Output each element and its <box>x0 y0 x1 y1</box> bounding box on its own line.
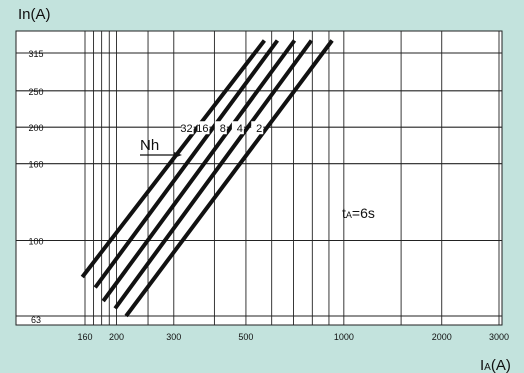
curve-line <box>93 39 280 289</box>
ta-label: tA=6s <box>342 205 375 221</box>
grid <box>16 31 502 325</box>
x-tick-label: 2000 <box>432 332 452 342</box>
y-axis-label: In(A) <box>18 6 51 23</box>
curve-line <box>113 39 314 310</box>
curve-line <box>80 39 266 279</box>
y-tick-label: 160 <box>28 160 43 170</box>
x-tick-label: 500 <box>238 332 253 342</box>
ta-label-sub: A <box>346 210 352 220</box>
plot-area <box>15 30 503 326</box>
x-tick-label: 200 <box>109 332 124 342</box>
curve-label: 2 <box>256 123 262 135</box>
x-tick-label: 160 <box>77 332 92 342</box>
x-tick-label: 1000 <box>334 332 354 342</box>
nh-arrow <box>140 152 182 158</box>
y-tick-label: 250 <box>28 87 43 97</box>
curve-label-bg <box>251 121 264 135</box>
x-axis-label-sub: A <box>484 362 491 373</box>
curve-line <box>124 39 334 318</box>
y-tick-label: 100 <box>28 236 43 246</box>
curve-label-bg <box>181 121 194 135</box>
y-tick-label: 200 <box>28 123 43 133</box>
x-axis-label-main: I <box>480 357 484 373</box>
y-tick-labels: 63 100 160 200 250 315 <box>28 49 43 325</box>
curve-label-bg <box>231 121 244 135</box>
nh-label: Nh <box>140 137 159 154</box>
curve-label-bg <box>214 121 227 135</box>
ta-label-main: t <box>342 205 346 221</box>
curve-line <box>101 39 297 303</box>
x-axis-label: IA(A) <box>480 357 511 373</box>
x-axis-label-unit: (A) <box>491 357 511 373</box>
curve-label: 16 <box>196 123 208 135</box>
y-tick-label: 63 <box>31 315 41 325</box>
curve-label: 4 <box>237 123 243 135</box>
y-tick-label: 315 <box>28 49 43 59</box>
x-tick-labels: 160 200 300 500 1000 2000 3000 <box>77 332 509 342</box>
curve-label: 32 <box>180 123 192 135</box>
curve-label: 8 <box>220 123 226 135</box>
x-tick-label: 3000 <box>489 332 509 342</box>
curve-label-bg <box>197 121 210 135</box>
x-tick-label: 300 <box>166 332 181 342</box>
ta-label-value: =6s <box>352 205 375 221</box>
curves: 32 16 8 4 2 <box>80 39 334 318</box>
